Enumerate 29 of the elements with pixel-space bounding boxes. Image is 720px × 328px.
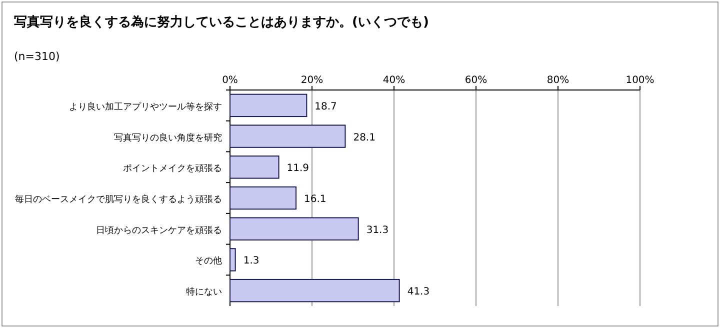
bar: [230, 217, 359, 240]
x-tick-label: 20%: [300, 75, 324, 86]
data-label: 41.3: [407, 286, 430, 298]
y-tick-label: 特にない: [186, 286, 222, 298]
y-tick-label: より良い加工アプリやツール等を探す: [69, 101, 222, 112]
data-label: 16.1: [304, 194, 326, 205]
text: (n=310): [14, 50, 60, 63]
bar: [230, 278, 400, 302]
y-tick-label: 日頃からのスキンケアを頑張る: [96, 224, 222, 236]
bar: [230, 248, 236, 272]
y-tick-label: 毎日のベースメイクで肌写りを良くするよう頑張る: [15, 194, 222, 205]
y-tick-label: ポイントメイクを頑張る: [123, 163, 222, 174]
bar: [230, 124, 346, 148]
data-label: 1.3: [243, 256, 260, 267]
chart-title: 写真写りを良くする為に努力していることはありますか。(いくつでも): [14, 14, 429, 30]
bar: [230, 94, 308, 118]
data-label: 11.9: [286, 163, 310, 174]
y-tick-label: その他: [195, 256, 222, 267]
x-tick-label: 40%: [382, 75, 406, 86]
data-label: 18.7: [314, 101, 337, 112]
x-tick-label: 100%: [626, 75, 654, 86]
x-tick-label: 80%: [546, 75, 570, 86]
y-tick-label: 写真写りの良い角度を研究: [114, 132, 222, 144]
x-tick-label: 0%: [222, 75, 238, 86]
data-label: 28.1: [353, 132, 376, 144]
data-label: 31.3: [366, 224, 389, 236]
x-tick-label: 60%: [464, 75, 488, 86]
bar: [230, 156, 280, 179]
bar: [230, 186, 297, 210]
